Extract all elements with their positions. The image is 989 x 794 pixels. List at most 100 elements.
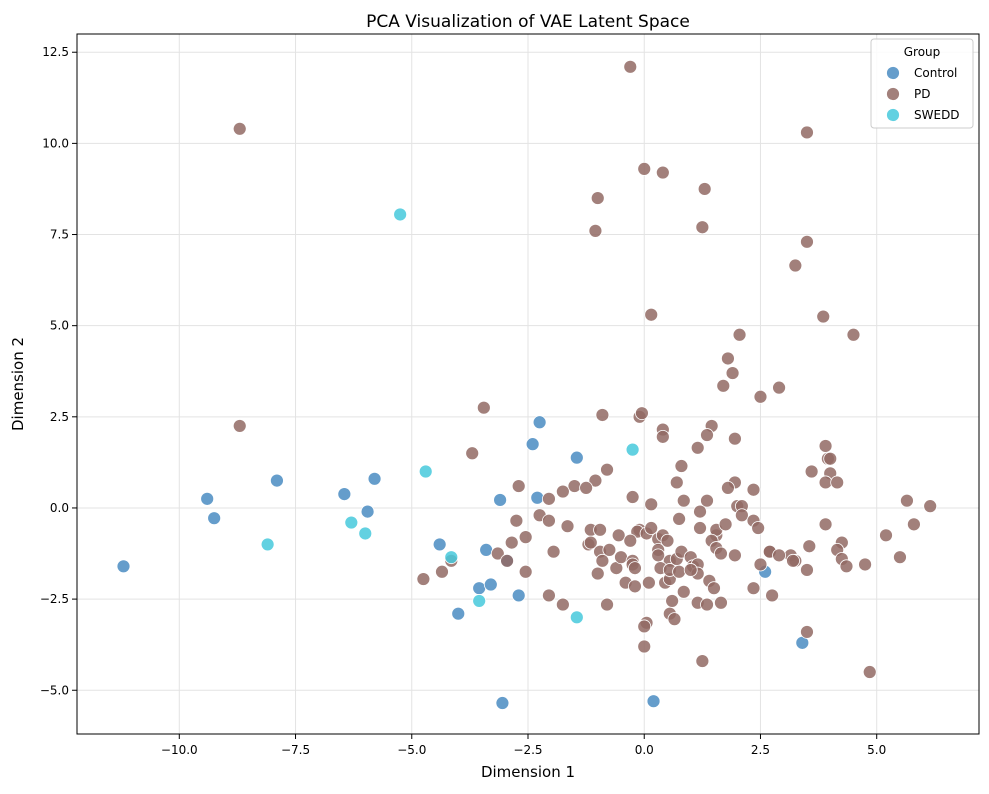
data-point	[593, 522, 607, 537]
legend-marker	[886, 66, 900, 80]
data-point	[432, 537, 447, 552]
data-point	[579, 481, 594, 495]
data-point	[846, 327, 861, 342]
data-point	[669, 475, 684, 490]
data-point	[504, 535, 519, 550]
data-point	[646, 694, 661, 709]
data-point	[818, 517, 833, 532]
data-point	[655, 165, 670, 180]
legend: Group Control PD SWEDD	[870, 38, 974, 129]
data-point	[532, 415, 547, 430]
y-tick-label: 2.5	[50, 410, 69, 424]
data-point	[600, 597, 614, 612]
data-point	[628, 561, 642, 576]
data-point	[623, 533, 638, 548]
data-point	[672, 564, 687, 579]
data-point	[590, 566, 605, 581]
data-point	[725, 366, 740, 380]
data-point	[823, 451, 838, 466]
data-point	[700, 493, 714, 508]
data-point	[707, 581, 721, 596]
legend-label: Control	[914, 66, 957, 80]
data-point	[800, 625, 814, 639]
data-point	[511, 588, 526, 603]
y-tick-label: 12.5	[42, 45, 69, 59]
y-axis-ticks: −5.0 −2.5 0.0 2.5 5.0 7.5 10.0 12.5	[40, 45, 77, 697]
x-axis-label: Dimension 1	[481, 763, 575, 781]
series-pd	[232, 59, 938, 679]
data-point	[818, 439, 833, 453]
series-control	[116, 415, 810, 710]
data-point	[416, 572, 431, 586]
data-point	[614, 550, 628, 565]
data-point	[600, 462, 614, 477]
y-tick-label: 10.0	[42, 136, 69, 150]
data-point	[200, 491, 215, 506]
data-point	[260, 537, 275, 552]
data-point	[651, 548, 666, 563]
data-point	[800, 125, 814, 140]
data-point	[923, 499, 938, 514]
data-point	[525, 437, 540, 452]
data-point	[479, 542, 494, 557]
data-point	[490, 546, 505, 561]
data-point	[700, 428, 714, 442]
data-point	[693, 504, 707, 519]
data-point	[695, 220, 710, 235]
legend-marker	[886, 108, 900, 122]
data-point	[674, 459, 689, 473]
data-point	[693, 521, 707, 535]
data-point	[542, 588, 556, 603]
data-point	[367, 471, 382, 486]
data-point	[509, 513, 524, 528]
data-point	[644, 307, 659, 322]
data-point	[542, 491, 556, 506]
data-point	[451, 606, 466, 621]
data-point	[590, 191, 605, 205]
data-point	[623, 59, 638, 74]
data-point	[625, 490, 640, 504]
data-point	[511, 479, 526, 493]
data-point	[344, 515, 359, 530]
data-point	[714, 595, 728, 610]
data-point	[116, 559, 131, 574]
x-tick-label: −10.0	[161, 743, 198, 757]
data-point	[721, 351, 735, 366]
data-point	[418, 464, 433, 479]
data-point	[772, 380, 786, 395]
data-point	[207, 511, 222, 526]
data-point	[360, 504, 375, 519]
y-tick-label: 5.0	[50, 319, 69, 333]
data-point	[337, 487, 352, 502]
data-point	[625, 442, 640, 457]
data-point	[567, 479, 582, 493]
y-tick-label: −2.5	[40, 592, 69, 606]
data-point	[721, 481, 735, 495]
data-point	[728, 431, 742, 446]
data-point	[746, 581, 761, 596]
x-tick-label: −5.0	[397, 743, 426, 757]
data-point	[697, 182, 712, 196]
data-point	[472, 594, 487, 608]
y-tick-label: −5.0	[40, 683, 69, 697]
data-point	[700, 597, 714, 612]
data-point	[772, 548, 786, 563]
data-point	[465, 446, 480, 461]
data-point	[802, 539, 817, 554]
data-point	[611, 528, 626, 543]
data-point	[907, 517, 921, 532]
data-point	[569, 450, 584, 465]
data-point	[588, 473, 603, 488]
data-point	[788, 258, 803, 273]
data-point	[444, 550, 459, 565]
data-point	[800, 234, 814, 249]
data-point	[753, 389, 768, 404]
data-point	[655, 429, 670, 444]
data-point	[644, 497, 659, 512]
data-point	[628, 579, 642, 594]
data-point	[546, 544, 561, 559]
data-point	[728, 548, 742, 563]
data-point	[734, 508, 749, 523]
